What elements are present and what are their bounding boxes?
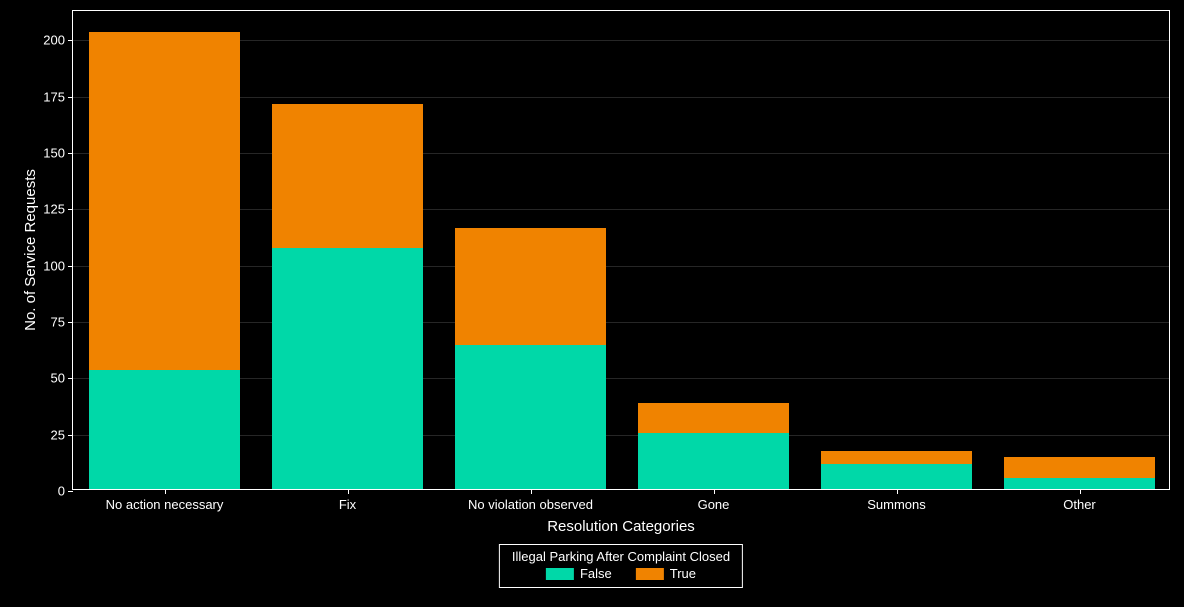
plot-area: 0255075100125150175200No action necessar… <box>72 10 1170 490</box>
legend-title: Illegal Parking After Complaint Closed <box>512 549 730 564</box>
x-tick-label: Gone <box>698 489 730 512</box>
y-axis-title: No. of Service Requests <box>22 169 39 331</box>
chart-container: 0 25 50 75 100 125 150 175 200 No action necessar… <box>0 0 1184 607</box>
legend-label: False <box>580 566 612 581</box>
y-tick-label: 75 <box>51 314 73 329</box>
y-tick-label: 100 <box>43 258 73 273</box>
bar-segment-true <box>272 104 422 248</box>
bar-segment-true <box>821 451 971 465</box>
bar-segment-false <box>89 370 239 489</box>
y-tick-label: 200 <box>43 33 73 48</box>
x-axis-title: Resolution Categories <box>547 518 695 535</box>
legend-label: True <box>670 566 696 581</box>
bar-segment-true <box>638 403 788 432</box>
y-tick-label: 50 <box>51 371 73 386</box>
y-tick-label: 0 <box>58 484 73 499</box>
y-tick-label: 150 <box>43 145 73 160</box>
bar-segment-false <box>455 345 605 489</box>
legend-items: False True <box>512 566 730 581</box>
bar-segment-true <box>455 228 605 345</box>
y-tick-label: 125 <box>43 202 73 217</box>
bar-segment-false <box>272 248 422 489</box>
x-tick-label: Other <box>1063 489 1096 512</box>
x-tick-label: Summons <box>867 489 926 512</box>
legend-item-true: True <box>636 566 696 581</box>
x-tick-label: No violation observed <box>468 489 593 512</box>
bar-segment-true <box>1004 457 1154 477</box>
bar-segment-false <box>638 433 788 489</box>
legend: Illegal Parking After Complaint Closed F… <box>499 544 743 588</box>
legend-swatch <box>636 568 664 580</box>
y-tick-label: 25 <box>51 427 73 442</box>
y-tick-label: 175 <box>43 89 73 104</box>
x-tick-label: No action necessary <box>106 489 224 512</box>
bar-segment-true <box>89 32 239 370</box>
bar-segment-false <box>821 464 971 489</box>
x-tick-label: Fix <box>339 489 356 512</box>
bar-segment-false <box>1004 478 1154 489</box>
legend-swatch <box>546 568 574 580</box>
legend-item-false: False <box>546 566 612 581</box>
